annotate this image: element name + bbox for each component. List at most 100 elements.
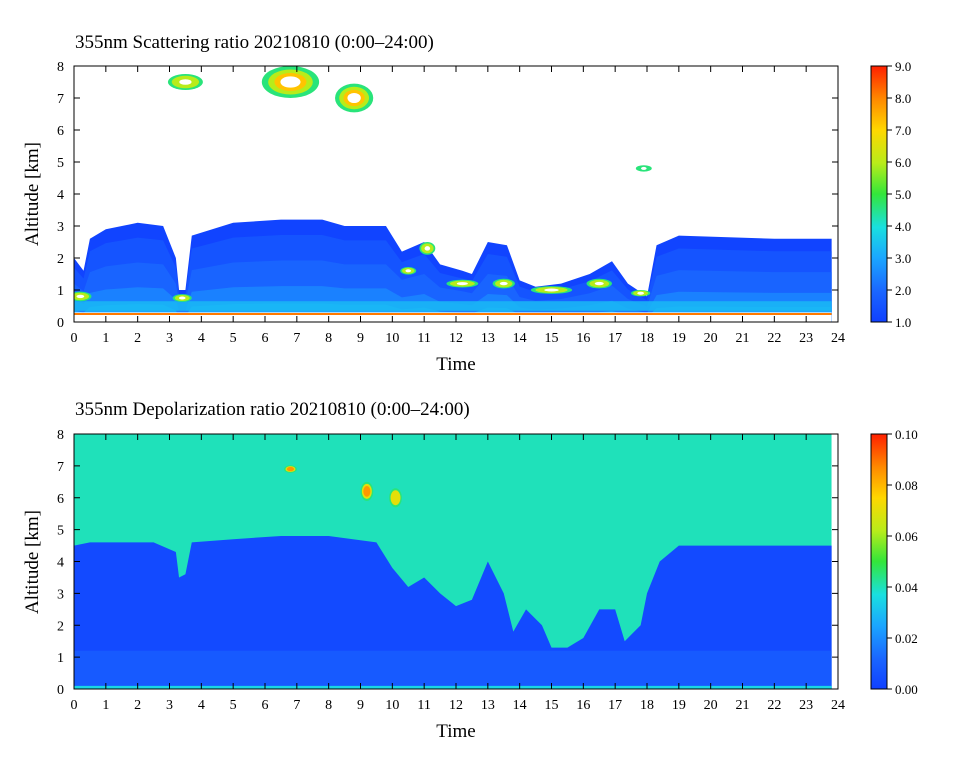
- feature-2-saturated: [280, 76, 301, 88]
- y-tick-label: 2: [57, 252, 64, 267]
- x-tick-label: 1: [102, 698, 109, 713]
- colorbar-tick-label: 0.02: [895, 631, 918, 646]
- depolarization-colorbar: [870, 433, 888, 690]
- x-tick-label: 20: [704, 698, 718, 713]
- colorbar-tick-label: 2.0: [895, 283, 911, 298]
- scattering-x-axis: 0 1 2 3 4 5 6 7 8 9 10 11 12 13 14 15 16 17 18 19 20 21 22 23 24: [71, 66, 845, 346]
- x-tick-label: 7: [293, 331, 300, 346]
- x-tick-label: 17: [608, 698, 622, 713]
- x-tick-label: 15: [545, 698, 559, 713]
- feature-0-level-2: [363, 486, 371, 497]
- colorbar-tick-label: 0.04: [895, 580, 918, 595]
- x-tick-label: 18: [640, 331, 654, 346]
- y-tick-label: 5: [57, 156, 64, 171]
- feature-1-saturated: [178, 296, 186, 300]
- y-tick-label: 3: [57, 220, 64, 235]
- feature-6-saturated: [405, 269, 412, 273]
- scattering-y-label: Altitude [km]: [22, 142, 43, 246]
- x-tick-label: 21: [736, 331, 750, 346]
- feature-0-saturated: [76, 294, 85, 299]
- x-tick-label: 4: [198, 331, 205, 346]
- x-tick-label: 0: [71, 698, 78, 713]
- depolarization-title: 355nm Depolarization ratio 20210810 (0:0…: [75, 399, 470, 420]
- depolarization-x-label: Time: [436, 721, 475, 742]
- y-tick-label: 8: [57, 428, 64, 443]
- feature-12-saturated: [641, 166, 647, 170]
- x-tick-label: 1: [102, 331, 109, 346]
- x-tick-label: 14: [513, 698, 527, 713]
- colorbar-tick-label: 0.10: [895, 427, 918, 442]
- depolarization-colorbar-ticks: 0.00 0.02 0.04 0.06 0.08 0.10: [887, 427, 918, 697]
- x-tick-label: 5: [230, 698, 237, 713]
- x-tick-label: 19: [672, 331, 686, 346]
- feature-8-saturated: [499, 281, 508, 286]
- y-tick-label: 6: [57, 492, 64, 507]
- y-tick-label: 2: [57, 619, 64, 634]
- x-tick-label: 2: [134, 698, 141, 713]
- x-tick-label: 0: [71, 331, 78, 346]
- colorbar-tick-label: 1.0: [895, 315, 911, 330]
- colorbar-tick-label: 0.08: [895, 478, 918, 493]
- x-tick-label: 13: [481, 698, 495, 713]
- x-tick-label: 17: [608, 331, 622, 346]
- feature-11-saturated: [637, 291, 644, 295]
- x-tick-label: 13: [481, 331, 495, 346]
- colorbar-tick-label: 3.0: [895, 251, 911, 266]
- y-tick-label: 7: [57, 92, 64, 107]
- x-tick-label: 15: [545, 331, 559, 346]
- x-tick-label: 22: [767, 331, 781, 346]
- x-tick-label: 18: [640, 698, 654, 713]
- feature-9-saturated: [544, 288, 559, 292]
- y-tick-label: 6: [57, 124, 64, 139]
- boundary-layer-band: [74, 301, 832, 311]
- colorbar-tick-label: 8.0: [895, 91, 911, 106]
- x-tick-label: 10: [385, 698, 399, 713]
- x-tick-label: 20: [704, 331, 718, 346]
- y-tick-label: 7: [57, 460, 64, 475]
- x-tick-label: 16: [576, 698, 590, 713]
- x-tick-label: 6: [262, 331, 269, 346]
- feature-1-level-1: [390, 490, 401, 506]
- x-tick-label: 2: [134, 331, 141, 346]
- depolarization-plot-area: [74, 434, 838, 689]
- x-tick-label: 23: [799, 331, 813, 346]
- y-tick-label: 3: [57, 587, 64, 602]
- feature-2-level-2: [286, 466, 295, 472]
- x-tick-label: 12: [449, 331, 463, 346]
- x-tick-label: 10: [385, 331, 399, 346]
- scattering-plot-area: [74, 66, 838, 322]
- x-tick-label: 14: [513, 331, 527, 346]
- y-tick-label: 0: [57, 683, 64, 698]
- x-tick-label: 24: [831, 698, 845, 713]
- x-tick-label: 3: [166, 331, 173, 346]
- y-tick-label: 8: [57, 60, 64, 75]
- scattering-y-axis: 0 1 2 3 4 5 6 7 8: [57, 60, 838, 331]
- x-tick-label: 3: [166, 698, 173, 713]
- feature-4-saturated: [179, 79, 192, 85]
- feature-10-saturated: [594, 281, 604, 286]
- colorbar-tick-label: 0.00: [895, 682, 918, 697]
- x-tick-label: 22: [767, 698, 781, 713]
- x-tick-label: 12: [449, 698, 463, 713]
- x-tick-label: 9: [357, 698, 364, 713]
- x-tick-label: 9: [357, 331, 364, 346]
- colorbar-tick-label: 7.0: [895, 123, 911, 138]
- colorbar-tick-label: 5.0: [895, 187, 911, 202]
- x-tick-label: 24: [831, 331, 845, 346]
- y-tick-label: 1: [57, 651, 64, 666]
- depolarization-y-axis: 0 1 2 3 4 5 6 7 8: [57, 428, 838, 698]
- scattering-colorbar-ticks: 1.0 2.0 3.0 4.0 5.0 6.0 7.0 8.0 9.0: [887, 59, 911, 330]
- depolarization-x-axis: 0 1 2 3 4 5 6 7 8 9 10 11 12 13 14 15 16 17 18 19 20 21 22 23 24: [71, 434, 845, 713]
- scattering-x-label: Time: [436, 354, 475, 375]
- near-ground-gap: [74, 312, 832, 322]
- x-tick-label: 6: [262, 698, 269, 713]
- y-tick-label: 4: [57, 556, 64, 571]
- x-tick-label: 11: [417, 331, 430, 346]
- scattering-title: 355nm Scattering ratio 20210810 (0:00–24…: [75, 32, 434, 53]
- x-tick-label: 19: [672, 698, 686, 713]
- feature-7-saturated: [456, 282, 468, 286]
- y-tick-label: 4: [57, 188, 64, 203]
- x-tick-label: 11: [417, 698, 430, 713]
- depolarization-y-label: Altitude [km]: [22, 510, 43, 614]
